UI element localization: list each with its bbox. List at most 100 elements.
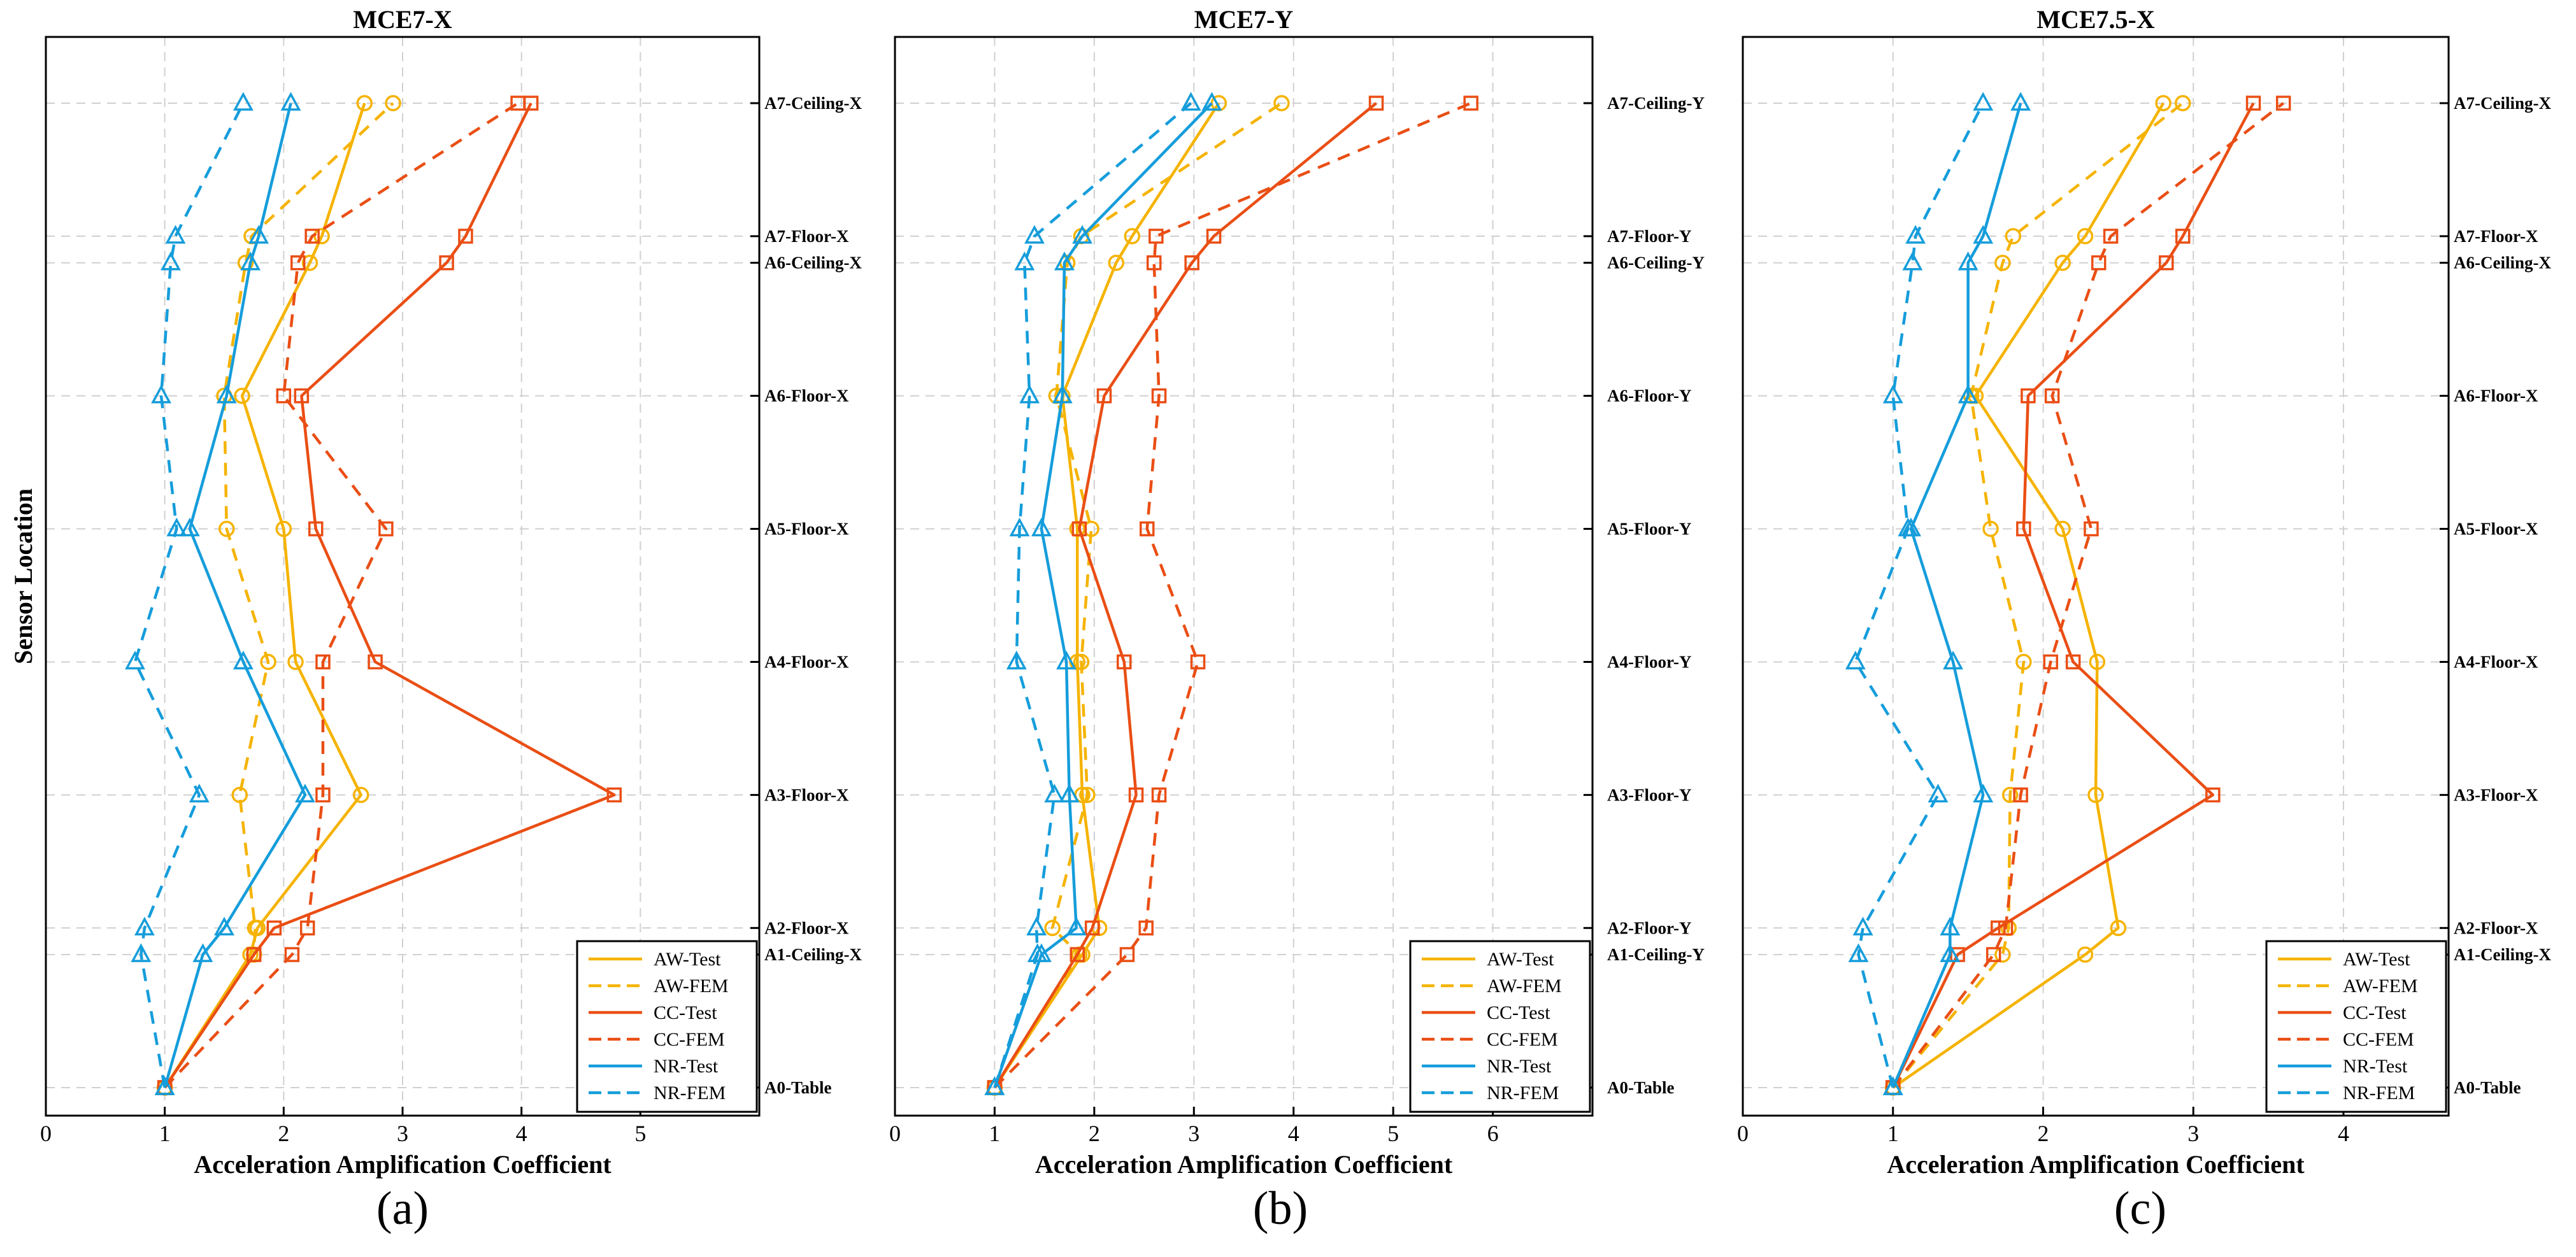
data-point-aw-test (2087, 786, 2104, 804)
data-point-aw-test (2077, 946, 2094, 963)
data-point-cc-fem (304, 229, 320, 244)
data-point-cc-fem (1151, 388, 1167, 404)
series-line-cc-test (1891, 102, 2255, 1088)
x-tick-label: 6 (1487, 1121, 1499, 1146)
chart-title: MCE7-Y (1194, 5, 1294, 34)
sensor-location-label: A4-Floor-Y (1607, 652, 1691, 671)
data-point-nr-fem (1882, 1076, 1903, 1095)
series-aw-fem (986, 95, 1290, 1096)
legend-label: CC-FEM (654, 1029, 725, 1050)
data-point-nr-test (280, 92, 301, 111)
legend-label: AW-FEM (2343, 976, 2418, 997)
data-point-nr-test (1957, 252, 1979, 271)
data-point-aw-fem (2174, 95, 2191, 111)
data-point-nr-test (240, 252, 261, 271)
panel-label: (b) (1253, 1182, 1308, 1235)
data-point-nr-fem (1973, 92, 1994, 111)
series-line-nr-test (1891, 103, 2022, 1088)
data-point-nr-fem (131, 943, 152, 962)
sensor-location-label: A7-Floor-X (764, 227, 849, 246)
data-point-nr-test (1052, 384, 1073, 404)
data-point-nr-test (1973, 225, 1994, 244)
sensor-location-label: A4-Floor-X (764, 652, 849, 671)
series-line-nr-test (993, 102, 1213, 1088)
data-point-cc-test (2159, 255, 2174, 271)
data-point-cc-fem (2103, 229, 2119, 244)
data-point-nr-test (214, 916, 234, 936)
series-line-aw-fem (993, 102, 1283, 1089)
data-point-cc-fem (1986, 947, 2001, 962)
data-point-aw-test (356, 95, 373, 111)
x-tick-label: 0 (889, 1121, 901, 1146)
data-point-cc-test (368, 654, 383, 670)
data-point-cc-fem (1190, 654, 1206, 670)
data-point-nr-fem (1027, 943, 1048, 962)
data-point-cc-fem (290, 255, 306, 271)
legend-box (576, 940, 758, 1113)
series-aw-test (1884, 95, 2172, 1096)
series-line-cc-fem (164, 102, 519, 1089)
data-point-cc-test (606, 787, 622, 803)
data-point-aw-test (2054, 520, 2071, 537)
data-point-cc-test (2021, 388, 2036, 404)
x-tick-label: 1 (159, 1121, 171, 1146)
series-nr-fem (125, 92, 254, 1095)
data-point-cc-test (266, 920, 282, 936)
x-tick-label: 0 (40, 1121, 52, 1146)
data-point-cc-fem (2084, 521, 2099, 537)
chart-panel-2: 0 1 2 3 4 5 6 A0-Table A1-Ceiling-Y A2-Floor-Y A3-… (889, 5, 1705, 1235)
data-point-nr-fem (1024, 225, 1045, 244)
sensor-location-label: A6-Floor-X (764, 387, 849, 406)
panel-label: (c) (2114, 1182, 2166, 1235)
data-point-nr-test (1940, 943, 1961, 962)
data-point-cc-test (1206, 229, 1222, 244)
sensor-location-label: A3-Floor-Y (1607, 785, 1691, 804)
legend-box (1409, 940, 1591, 1113)
data-point-cc-fem (1998, 920, 2014, 936)
data-point-nr-test (1943, 650, 1963, 670)
data-point-cc-fem (510, 96, 526, 111)
data-point-cc-test (1084, 920, 1100, 936)
data-point-aw-fem (1273, 95, 1290, 111)
data-point-cc-fem (1463, 96, 1478, 111)
sensor-location-label: A5-Floor-X (764, 520, 849, 539)
data-point-nr-fem (125, 650, 145, 670)
sensor-location-label: A0-Table (764, 1078, 832, 1097)
plot-frame (1742, 36, 2450, 1117)
data-point-aw-fem (1044, 920, 1061, 937)
legend-label: AW-Test (1487, 949, 1554, 970)
data-point-cc-fem (2275, 96, 2291, 111)
chart-panel-3: 0 1 2 3 4 A0-Table A1-Ceiling-X A2-Floor-X A3-Fl… (1737, 5, 2551, 1235)
data-point-nr-fem (1902, 252, 1923, 271)
data-point-aw-test (1108, 254, 1125, 271)
data-point-cc-fem (315, 654, 331, 670)
legend-label: NR-FEM (654, 1083, 726, 1104)
x-tick-label: 4 (2338, 1121, 2349, 1146)
data-point-nr-fem (233, 92, 254, 111)
data-point-cc-test (1096, 388, 1112, 404)
x-tick-label: 3 (397, 1121, 408, 1146)
x-tick-label: 4 (516, 1121, 527, 1146)
data-point-nr-fem (1014, 252, 1035, 271)
legend-label: NR-Test (1487, 1056, 1552, 1077)
data-point-cc-test (439, 255, 454, 271)
series-line-aw-test (993, 102, 1220, 1089)
data-point-aw-test (234, 387, 250, 404)
data-point-cc-test (294, 388, 310, 404)
plot-frame (894, 36, 1594, 1117)
data-point-cc-test (308, 521, 324, 537)
series-line-aw-fem (1892, 102, 2184, 1089)
x-tick-label: 0 (1737, 1121, 1749, 1146)
data-point-nr-test (192, 943, 213, 962)
data-point-aw-fem (1994, 254, 2011, 271)
series-cc-fem (1885, 96, 2291, 1095)
data-point-nr-fem (1006, 650, 1027, 670)
data-point-nr-test (294, 783, 315, 803)
data-point-aw-fem (1073, 653, 1090, 671)
data-point-nr-fem (1019, 384, 1040, 404)
sensor-location-label: A2-Floor-Y (1607, 918, 1691, 937)
data-point-cc-test (458, 229, 473, 244)
legend: AW-Test AW-FEM CC-Test CC-FEM NR-Test NR-FEM (2265, 940, 2447, 1113)
legend-label: AW-Test (2343, 949, 2410, 970)
series-cc-fem (987, 96, 1478, 1095)
